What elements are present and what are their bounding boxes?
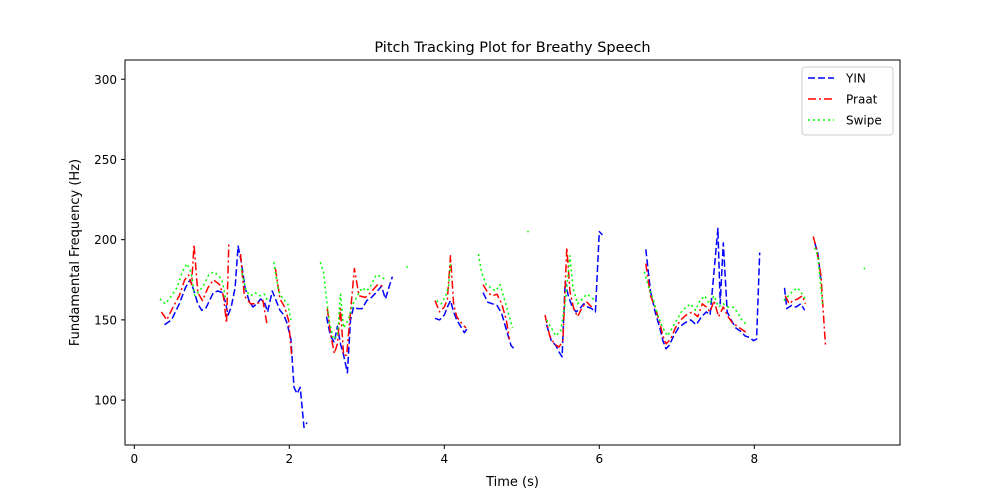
swipe-series-line — [319, 261, 386, 340]
praat-series-line — [812, 236, 827, 348]
legend-box — [801, 66, 894, 136]
praat-series-line — [434, 254, 467, 329]
swipe-series-line — [240, 268, 269, 301]
y-tick-label: 300 — [94, 73, 117, 87]
y-tick-label: 250 — [94, 153, 117, 167]
x-tick-label: 0 — [130, 452, 138, 466]
legend-label-swipe: Swipe — [846, 114, 882, 128]
series-layer — [159, 227, 866, 429]
swipe-series-line — [545, 254, 596, 337]
swipe-series-line — [783, 287, 807, 302]
praat-series-line — [544, 246, 593, 348]
swipe-series-line — [159, 262, 227, 305]
plot-frame — [124, 59, 901, 446]
swipe-series-line — [814, 247, 824, 304]
x-axis-label: Time (s) — [485, 475, 539, 490]
y-axis-ticks: 100 150 200 250 300 — [94, 73, 125, 408]
y-axis-label: Fundamental Frequency (Hz) — [68, 159, 83, 346]
swipe-point — [527, 230, 529, 233]
yin-series-line — [434, 299, 469, 334]
praat-series-line — [645, 263, 747, 345]
y-tick-label: 150 — [94, 313, 117, 327]
legend: YIN Praat Swipe — [801, 66, 894, 136]
y-tick-label: 200 — [94, 233, 117, 247]
x-tick-label: 8 — [750, 452, 758, 466]
yin-series-line — [482, 292, 517, 351]
yin-series-line — [325, 276, 394, 374]
chart-title: Pitch Tracking Plot for Breathy Speech — [374, 40, 650, 56]
x-tick-label: 4 — [440, 452, 448, 466]
praat-series-line — [784, 295, 807, 305]
x-axis-ticks: 0 2 4 6 8 — [130, 445, 758, 466]
praat-series-line — [482, 284, 511, 340]
praat-series-line — [239, 254, 268, 324]
x-tick-label: 2 — [285, 452, 293, 466]
yin-series-line — [164, 245, 308, 429]
swipe-series-line — [273, 261, 292, 321]
praat-series-line — [160, 243, 230, 324]
swipe-point — [863, 267, 866, 270]
praat-series-line — [326, 267, 384, 356]
swipe-point — [406, 266, 408, 268]
legend-label-yin: YIN — [845, 72, 866, 86]
praat-series-line — [274, 268, 293, 356]
legend-label-praat: Praat — [846, 93, 878, 107]
y-tick-label: 100 — [94, 394, 117, 408]
swipe-series-line — [643, 271, 748, 337]
x-tick-label: 6 — [595, 452, 603, 466]
